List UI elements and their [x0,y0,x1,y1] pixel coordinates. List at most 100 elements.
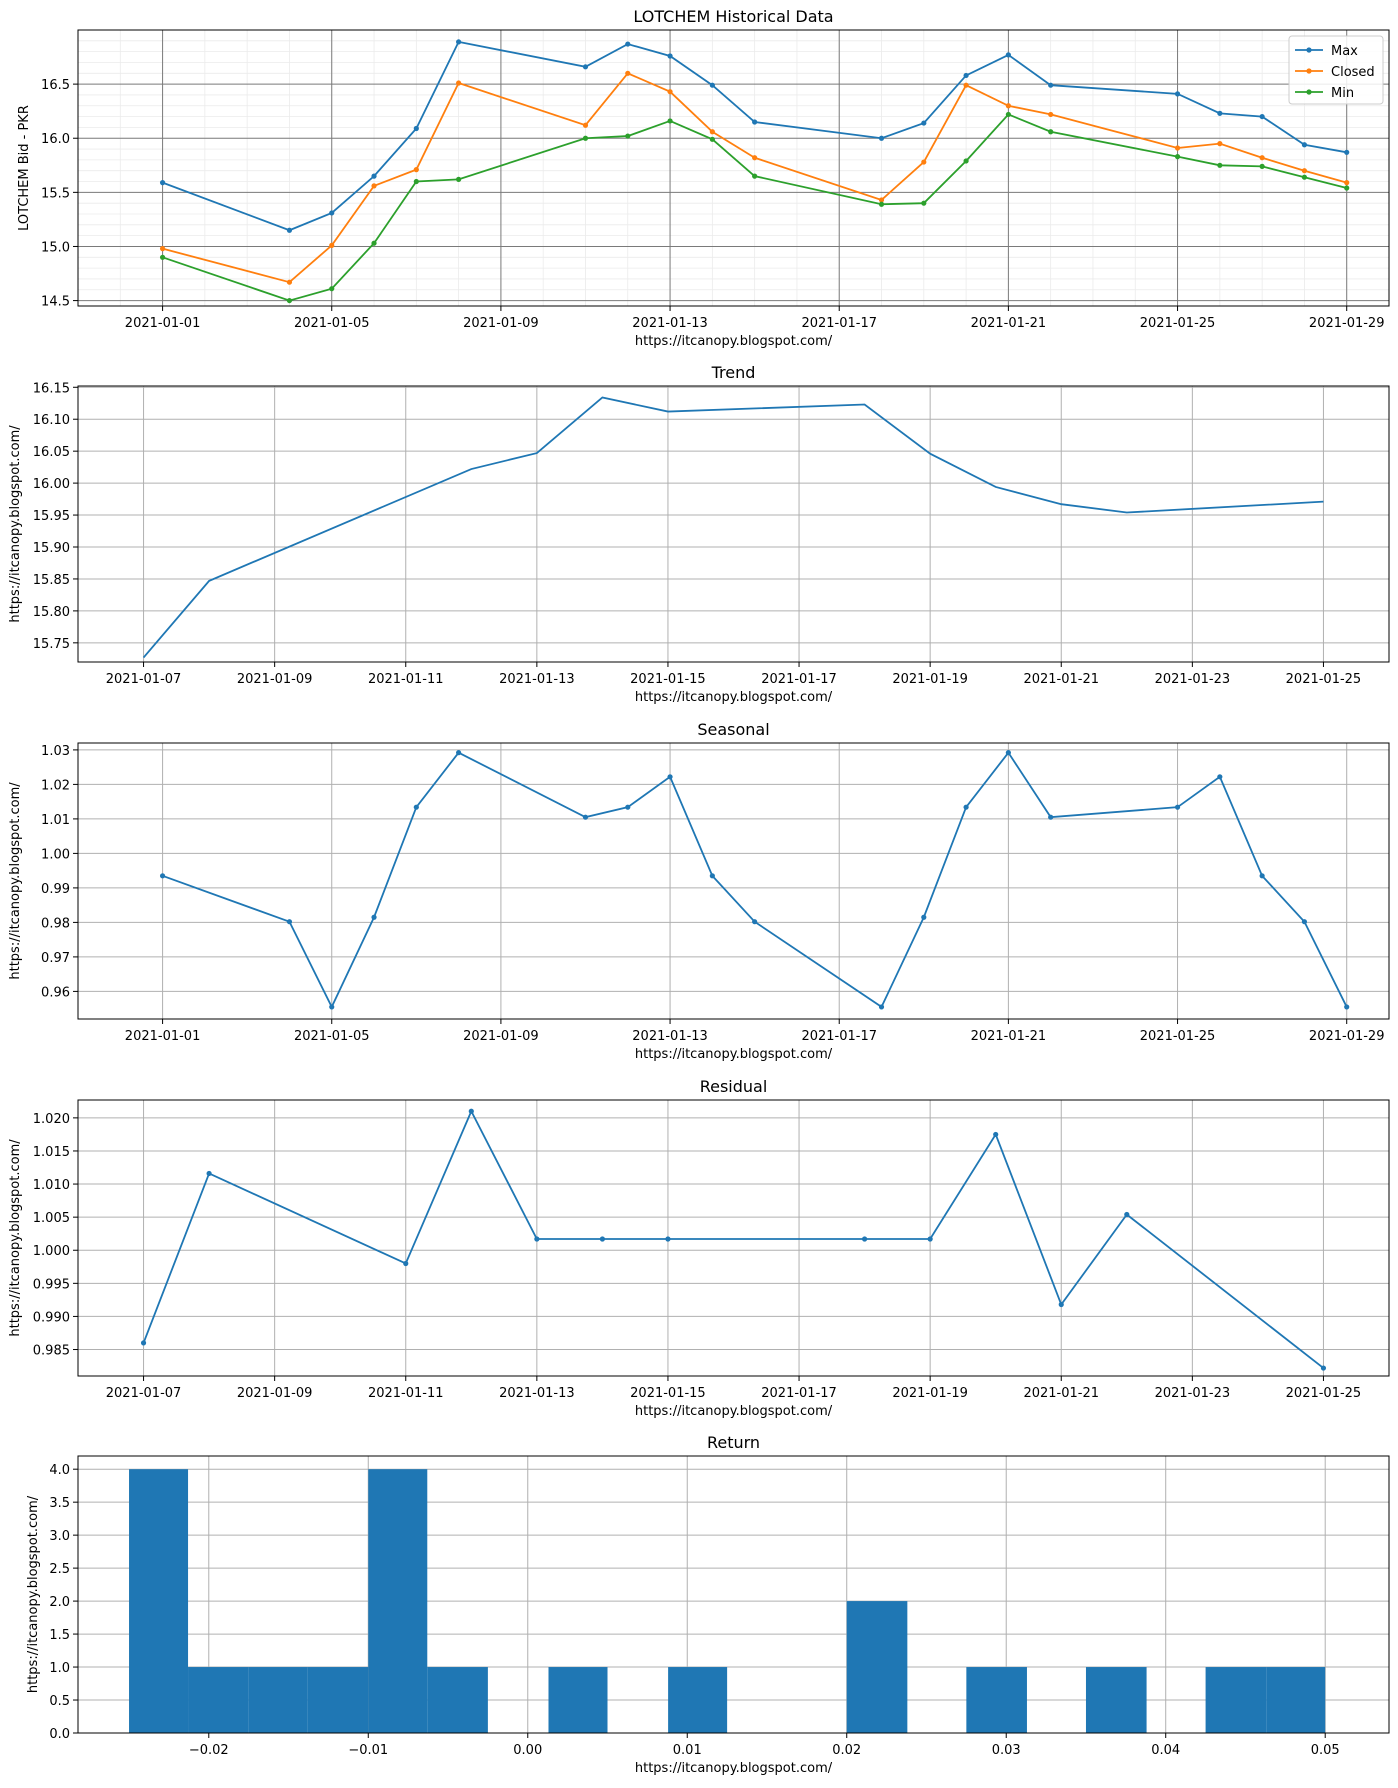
x-tick-label: −0.02 [189,1743,229,1758]
series-line [142,396,1324,659]
y-tick-label: 15.0 [41,240,70,255]
x-tick-label: 2021-01-07 [106,672,182,687]
legend-marker [1306,89,1312,95]
series-line [162,751,1348,1009]
y-tick-label: 1.00 [41,847,70,862]
x-tick-label: 2021-01-29 [1309,316,1385,331]
data-point [1005,103,1011,109]
data-point [468,1108,474,1114]
x-axis-label: https://itcanopy.blogspot.com/ [635,1404,833,1419]
data-point [963,804,969,810]
data-point [599,1236,606,1242]
data-point [927,1236,933,1242]
data-point [371,173,377,179]
data-point [1217,110,1223,116]
x-tick-label: 2021-01-13 [632,1029,708,1044]
data-point [403,1260,409,1267]
data-point [1301,919,1308,925]
y-tick-label: 3.5 [49,1496,70,1511]
data-point [159,180,166,186]
y-tick-label: 16.00 [33,477,70,492]
data-point [1259,873,1265,879]
data-point [921,120,927,126]
data-point [625,70,631,76]
data-point [456,39,462,45]
x-tick-label: 2021-01-09 [463,316,539,331]
histogram-bar [668,1667,728,1733]
data-point [371,183,377,189]
x-axis-label: https://itcanopy.blogspot.com/ [635,690,833,705]
x-tick-label: 0.04 [1151,1743,1180,1758]
data-point [582,64,589,70]
y-axis-label: https://itcanopy.blogspot.com/ [8,425,23,623]
chart-title: Return [707,1433,760,1452]
histogram-bar [1266,1667,1326,1733]
panel-residual: 2021-01-07 2021-01-09 2021-01-11 2021-01-13… [8,1077,1390,1419]
data-point [1301,142,1308,148]
y-tick-label: 15.90 [33,541,70,556]
y-tick-label: 1.020 [33,1112,70,1127]
data-point [1005,111,1011,118]
y-tick-label: 2.0 [49,1595,70,1610]
data-point [159,254,166,260]
y-tick-label: 0.97 [41,951,70,966]
histogram-bar [307,1667,369,1733]
data-point [1048,82,1054,88]
series-line [142,1109,1325,1369]
data-point [625,41,631,47]
data-point [862,1236,868,1242]
data-point [582,814,589,820]
x-tick-label: 2021-01-25 [1140,316,1216,331]
y-tick-label: 15.75 [33,637,70,652]
y-tick-label: 0.0 [49,1727,70,1742]
data-point [625,133,631,139]
data-point [963,72,969,79]
data-point [1344,185,1350,191]
data-point [752,173,758,179]
chart-title: Residual [700,1077,768,1096]
chart-title: Seasonal [697,720,769,739]
data-point [752,155,758,161]
y-tick-label: 1.02 [41,778,70,793]
histogram-bar [368,1469,428,1733]
data-point [456,750,462,756]
x-tick-label: 0.02 [832,1743,861,1758]
y-tick-label: 0.985 [33,1344,70,1359]
data-point [1048,129,1054,135]
x-axis-label: https://itcanopy.blogspot.com/ [635,1761,833,1776]
data-point [1124,1211,1130,1218]
data-point [752,919,758,925]
data-point [878,197,885,203]
data-point [582,122,589,128]
data-point [456,176,462,182]
data-point [1259,155,1265,161]
legend: Max Closed Min [1288,35,1384,105]
data-point [413,178,419,185]
axes-frame [77,29,1390,307]
axes-frame [77,1455,1390,1734]
data-point [1217,141,1223,147]
histogram-bar [129,1469,189,1733]
y-tick-label: 1.0 [49,1661,70,1676]
y-tick-label: 16.5 [41,78,70,93]
y-tick-label: 1.01 [41,813,70,828]
x-tick-label: 2021-01-07 [106,1386,182,1401]
x-tick-label: 2021-01-21 [971,316,1047,331]
data-point [709,129,715,135]
data-point [1005,52,1011,58]
y-tick-label: 14.5 [41,295,70,310]
data-point [413,167,419,173]
y-tick-label: 15.85 [33,573,70,588]
y-tick-label: 16.10 [33,413,70,428]
data-point [329,242,335,248]
x-tick-label: 2021-01-09 [237,672,313,687]
x-tick-label: 2021-01-05 [294,316,370,331]
data-point [878,135,885,141]
data-point [667,118,673,124]
y-tick-label: 15.95 [33,509,70,524]
data-point [1301,168,1308,174]
series-group [140,1108,1327,1371]
x-tick-label: 0.00 [513,1743,542,1758]
data-point [709,873,715,879]
y-tick-label: 0.990 [33,1310,70,1325]
